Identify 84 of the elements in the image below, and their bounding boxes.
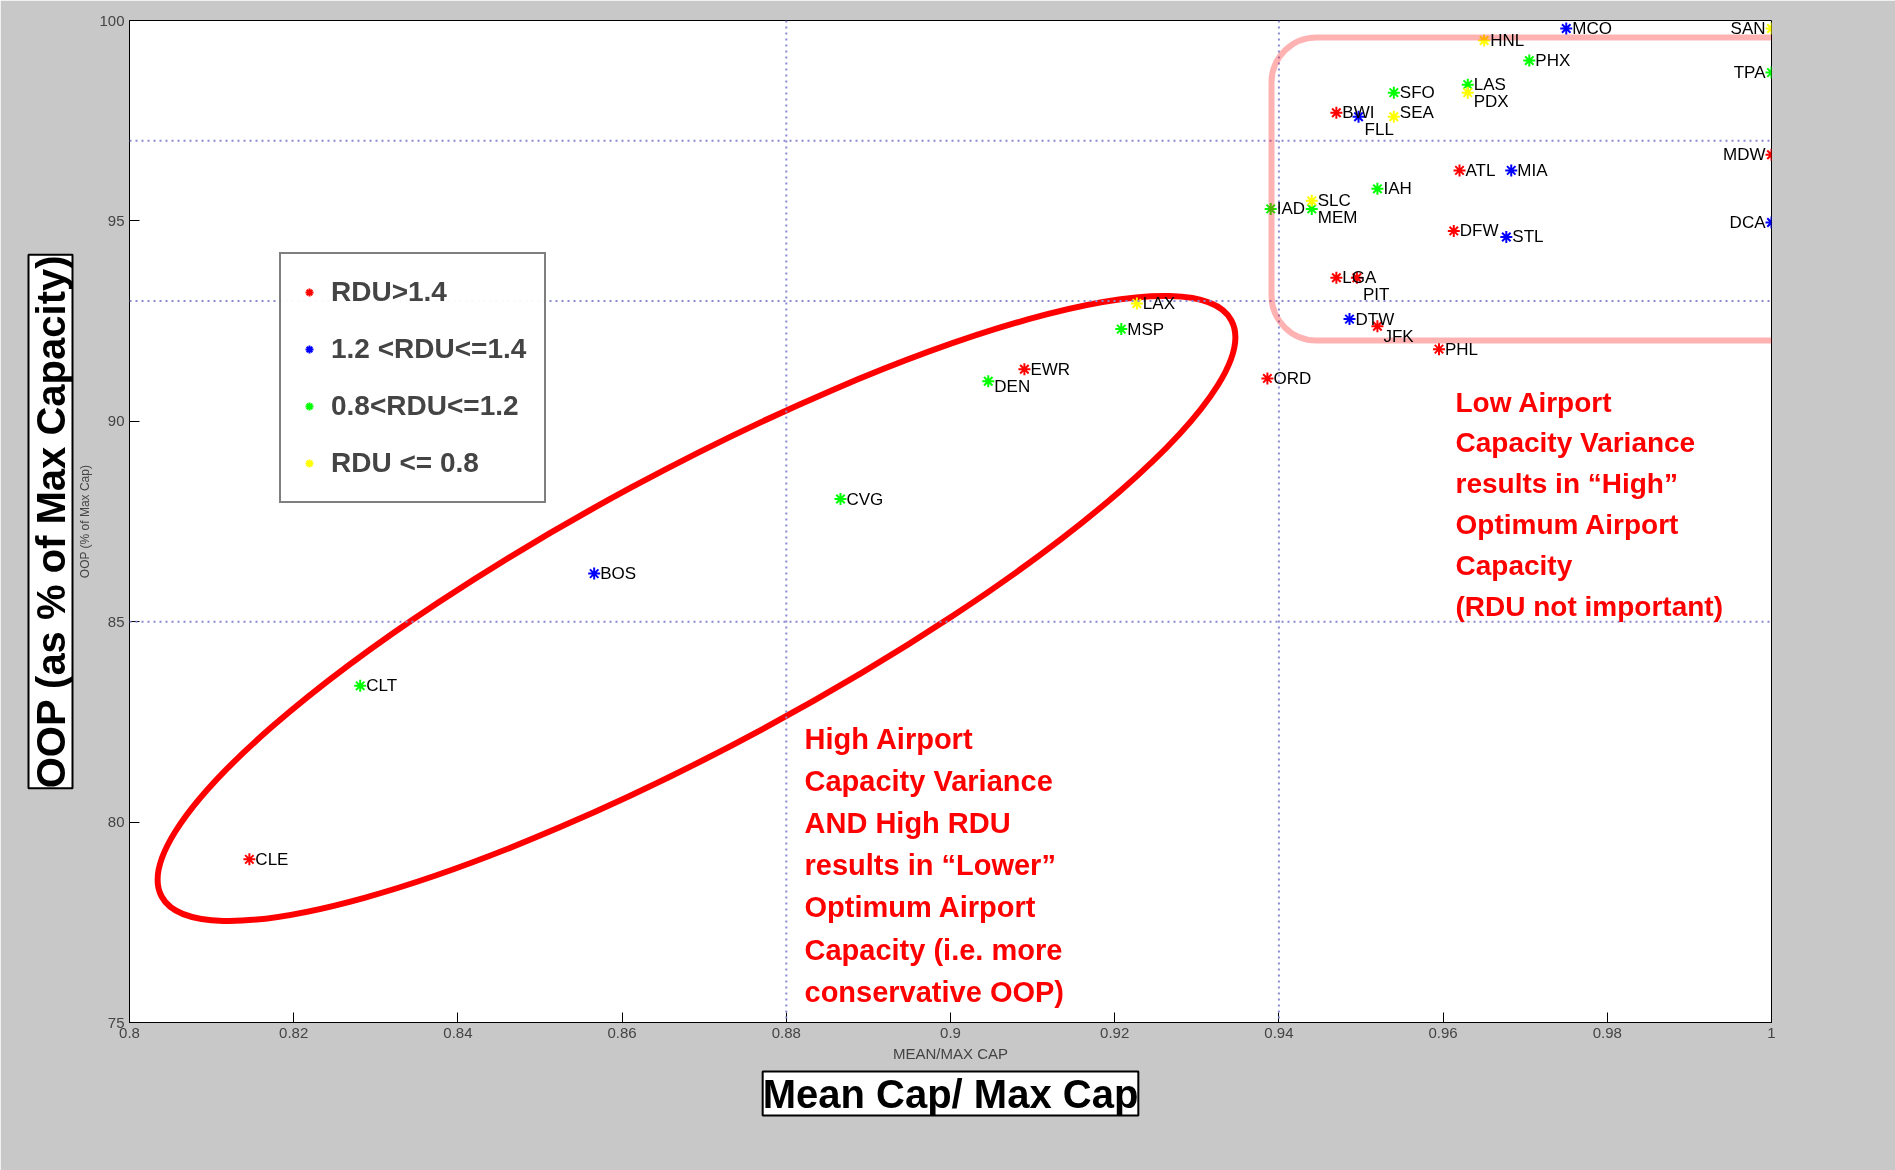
annotation: CLT [366,676,398,696]
annotation: ATL [1465,160,1496,180]
point [981,374,996,389]
y-tick-label: 85 [107,612,125,630]
point [1263,201,1278,216]
point [1522,53,1537,68]
legend-label: RDU>1.4 [331,276,447,308]
annotation: ORD [1273,368,1312,388]
annotation: BOS [600,564,637,584]
legend-label: 0.8<RDU<=1.2 [331,390,519,422]
x-tick-label: 0.98 [1592,1023,1622,1041]
text: OOP (% of Max Cap) [78,465,93,579]
x-tick-label: 0.84 [443,1023,473,1041]
y-tick-label: 80 [107,813,125,831]
annotation: BWI [1342,103,1375,123]
legend-label: 1.2 <RDU<=1.4 [331,333,527,365]
annotation: MCO [1572,19,1612,39]
annotation: MDW [1723,145,1766,165]
x-tick-label: 0.96 [1428,1023,1458,1041]
annotation: FLL [1364,120,1394,140]
point [1017,362,1032,377]
point [1386,109,1401,124]
annotation: PIT [1362,285,1390,305]
y-axis-title: OOP (as % of Max Capacity) [28,255,73,789]
annotation: CLE [255,849,289,869]
x-tick-label: 0.94 [1264,1023,1294,1041]
point [1114,322,1129,337]
point [1460,85,1475,100]
annotation: EWR [1030,359,1071,379]
annotation: SEA [1399,103,1435,123]
annotation: MIA [1517,160,1549,180]
y-tick-label: 90 [107,412,125,430]
annotation: LAX [1142,293,1176,313]
annotation: DCA [1729,213,1767,232]
x-tick-label: 0.82 [279,1023,309,1041]
point [242,852,257,867]
annotation: DTW [1355,309,1395,329]
annotation: DEN [994,376,1031,396]
x-tick-label: 0.92 [1100,1023,1130,1041]
annotation: DFW [1459,221,1499,241]
annotation: SLC [1317,191,1351,211]
point [1499,229,1514,244]
annotation: TPA [1733,63,1767,83]
point [1559,21,1574,36]
annotation: High Airport Capacity Variance AND High RDU results in “Lower” Optimum Airport Capacity (i.e. more conservative OOP) [804,722,1064,1008]
annotation: MEM [1317,208,1358,228]
annotation: JFK [1383,326,1415,346]
point [1329,270,1344,285]
point [1342,312,1357,327]
annotation: SFO [1399,83,1435,103]
point [1129,296,1144,311]
point [1260,371,1275,386]
annotation: HNL [1490,31,1525,51]
point [1304,193,1319,208]
y-tick-label: 100 [99,11,125,29]
annotation: IAD [1276,199,1306,219]
annotation: SAN [1730,19,1766,39]
point [587,566,602,581]
annotation: CVG [846,489,884,509]
point [353,678,368,693]
x-axis-title: Mean Cap/ Max Cap [762,1071,1139,1116]
point [1446,223,1461,238]
annotation: PHX [1535,51,1571,71]
y-tick-label: 95 [107,211,125,229]
point [1329,105,1344,120]
annotation: MSP [1127,319,1165,339]
x-tick-label: 1 [1767,1023,1776,1041]
point [1431,342,1446,357]
legend-label: RDU <= 0.8 [331,447,479,479]
annotation: STL [1512,227,1544,247]
x-tick-label: 0.86 [607,1023,637,1041]
annotation: Low Airport Capacity Variance results in “High” Optimum Airport Capacity (RDU not important) [1455,386,1724,623]
x-tick-label: 0.9 [940,1023,961,1041]
point [1386,85,1401,100]
annotation: PHL [1444,339,1479,359]
annotation: PDX [1473,92,1509,112]
point [833,492,848,507]
annotation: LAS [1473,75,1506,95]
text: MEAN/MAX CAP [892,1044,1009,1062]
x-tick-label: 0.88 [771,1023,801,1041]
point [1504,163,1519,178]
point [1477,33,1492,48]
point [1370,181,1385,196]
annotation: IAH [1383,179,1412,199]
